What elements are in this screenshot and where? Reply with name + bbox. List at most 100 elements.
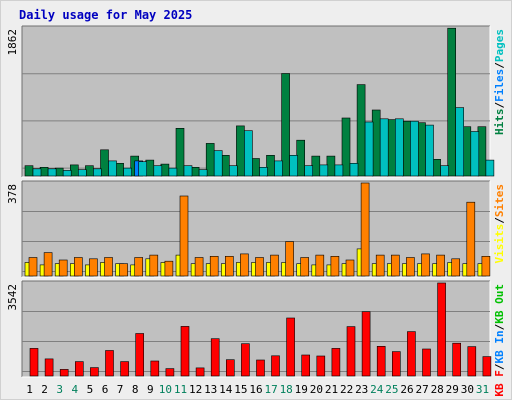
bar-pages-day-11: Pages 11: 130 xyxy=(183,165,193,177)
series-hits: Hits 1: 130Hits 2: 110Hits 3: 100Hits 4:… xyxy=(24,27,487,177)
legend-separator: / xyxy=(493,217,506,224)
bar-kb-f-day-17: KB F 17: 770 xyxy=(271,355,280,377)
x-label-day-16: 16 xyxy=(249,383,262,396)
bar-hits-day-19: Hits 19: 450 xyxy=(296,139,306,177)
bar-hits-day-27: Hits 27: 670 xyxy=(417,122,426,177)
bar-kb-f-day-22: KB F 22: 1880 xyxy=(346,326,356,377)
bar-sites-day-19: Sites 19: 75 xyxy=(300,257,310,277)
bar-sites-day-21: Sites 21: 80 xyxy=(330,255,340,277)
x-label-day-24: 24 xyxy=(370,383,384,396)
x-label-day-13: 13 xyxy=(204,383,217,396)
bar-hits-day-26: Hits 26: 690 xyxy=(402,120,411,177)
bar-sites-day-12: Sites 12: 75 xyxy=(194,257,204,277)
bar-pages-day-9: Pages 9: 130 xyxy=(153,165,163,177)
bar-sites-day-9: Sites 9: 85 xyxy=(149,254,159,277)
bar-sites-day-29: Sites 29: 70 xyxy=(451,258,461,277)
series-sites: Sites 1: 75 Sites 2: 95 Sites 3: 65 Sites 4… xyxy=(28,182,491,277)
bar-sites-day-11: Sites 11: 325 xyxy=(179,195,189,277)
bar-sites-day-2: Sites 2: 95 xyxy=(43,252,53,277)
x-label-day-1: 1 xyxy=(26,383,33,396)
bar-pages-day-8: Pages 8: 180 xyxy=(138,161,147,177)
bar-kb-f-day-10: KB F 10: 280 xyxy=(165,368,175,377)
bar-kb-f-day-25: KB F 25: 930 xyxy=(391,351,401,377)
x-label-day-9: 9 xyxy=(147,383,154,396)
bar-sites-day-7: Sites 7: 50 xyxy=(119,263,128,277)
x-label-day-26: 26 xyxy=(400,383,413,396)
x-label-day-6: 6 xyxy=(102,383,109,396)
bar-kb-f-day-19: KB F 19: 800 xyxy=(301,354,311,377)
bar-sites-day-14: Sites 14: 80 xyxy=(225,255,234,277)
bar-sites-day-8: Sites 8: 75 xyxy=(134,257,143,277)
side-legend: KB F/KB In/KB Out xyxy=(493,284,506,397)
legend-separator: / xyxy=(493,62,506,69)
bar-kb-f-day-14: KB F 14: 620 xyxy=(226,359,235,377)
plot-area xyxy=(22,281,490,377)
x-label-day-2: 2 xyxy=(41,383,48,396)
bar-sites-day-20: Sites 20: 85 xyxy=(315,254,325,277)
x-label-day-27: 27 xyxy=(415,383,428,396)
bar-kb-f-day-30: KB F 30: 1120 xyxy=(467,346,477,377)
x-label-day-19: 19 xyxy=(295,383,308,396)
legend-separator: / xyxy=(493,102,506,109)
bar-pages-day-5: Pages 5: 90 xyxy=(93,168,102,177)
bar-sites-day-5: Sites 5: 70 xyxy=(89,258,98,277)
x-label-day-5: 5 xyxy=(87,383,94,396)
x-label-day-29: 29 xyxy=(446,383,459,396)
bar-kb-f-day-21: KB F 21: 1050 xyxy=(331,348,341,377)
legend-separator: / xyxy=(493,323,506,330)
bar-sites-day-4: Sites 4: 75 xyxy=(74,257,83,277)
bar-pages-day-20: Pages 20: 140 xyxy=(319,164,329,177)
bar-pages-day-15: Pages 15: 570 xyxy=(244,130,253,177)
bar-pages-day-3: Pages 3: 70 xyxy=(62,170,72,177)
bar-pages-day-16: Pages 16: 110 xyxy=(259,167,268,177)
bar-sites-day-26: Sites 26: 75 xyxy=(406,257,415,277)
bar-kb-f-day-16: KB F 16: 610 xyxy=(256,359,265,377)
x-label-day-11: 11 xyxy=(174,383,187,396)
bar-kb-f-day-29: KB F 29: 1250 xyxy=(452,342,462,377)
x-label-day-30: 30 xyxy=(461,383,474,396)
bar-kb-f-day-23: KB F 23: 2450 xyxy=(361,311,371,377)
bar-sites-day-17: Sites 17: 85 xyxy=(270,254,279,277)
bar-kb-f-day-1: KB F 1: 1050 xyxy=(29,348,39,377)
bar-sites-day-6: Sites 6: 75 xyxy=(104,257,113,277)
bar-hits-day-3: Hits 3: 100 xyxy=(54,167,64,177)
bar-pages-day-27: Pages 27: 640 xyxy=(425,124,434,177)
legend-kb-out: KB Out xyxy=(493,284,506,324)
bar-hits-day-21: Hits 21: 250 xyxy=(326,155,336,177)
bar-sites-day-31: Sites 31: 80 xyxy=(481,255,491,277)
bar-hits-day-16: Hits 16: 220 xyxy=(251,158,260,177)
x-label-day-25: 25 xyxy=(385,383,398,396)
legend-hits: Hits xyxy=(493,109,506,136)
graph-title: Daily usage for May 2025 xyxy=(19,8,192,22)
bar-kb-f-day-7: KB F 7: 550 xyxy=(120,361,129,377)
bar-kb-f-day-5: KB F 5: 320 xyxy=(90,367,99,377)
x-label-day-21: 21 xyxy=(325,383,338,396)
x-label-day-7: 7 xyxy=(117,383,124,396)
side-legend: Visits/Sites xyxy=(493,184,506,264)
bar-kb-f-day-24: KB F 24: 1130 xyxy=(376,345,386,377)
bar-sites-day-15: Sites 15: 90 xyxy=(240,253,249,277)
bar-kb-f-day-27: KB F 27: 1030 xyxy=(422,348,431,377)
y-max-label: 1862 xyxy=(6,29,19,56)
bar-hits-day-22: Hits 22: 730 xyxy=(341,117,351,177)
bar-kb-f-day-12: KB F 12: 310 xyxy=(195,367,205,377)
bar-kb-f-day-18: KB F 18: 2210 xyxy=(286,317,295,377)
bar-sites-day-27: Sites 27: 90 xyxy=(421,253,430,277)
bar-pages-day-13: Pages 13: 320 xyxy=(213,150,223,177)
bar-pages-day-12: Pages 12: 80 xyxy=(198,169,208,177)
bar-pages-day-22: Pages 22: 160 xyxy=(349,163,359,177)
bar-pages-day-17: Pages 17: 190 xyxy=(274,160,283,177)
bar-hits-day-24: Hits 24: 830 xyxy=(371,109,381,177)
bar-sites-day-28: Sites 28: 85 xyxy=(436,254,445,277)
y-max-label: 3542 xyxy=(6,284,19,311)
bar-kb-f-day-4: KB F 4: 550 xyxy=(75,361,84,377)
bar-kb-f-day-13: KB F 13: 1420 xyxy=(210,338,220,377)
bar-pages-day-28: Pages 28: 130 xyxy=(440,165,449,177)
bar-pages-day-29: Pages 29: 860 xyxy=(455,107,465,177)
bar-hits-day-23: Hits 23: 1150 xyxy=(356,84,366,177)
